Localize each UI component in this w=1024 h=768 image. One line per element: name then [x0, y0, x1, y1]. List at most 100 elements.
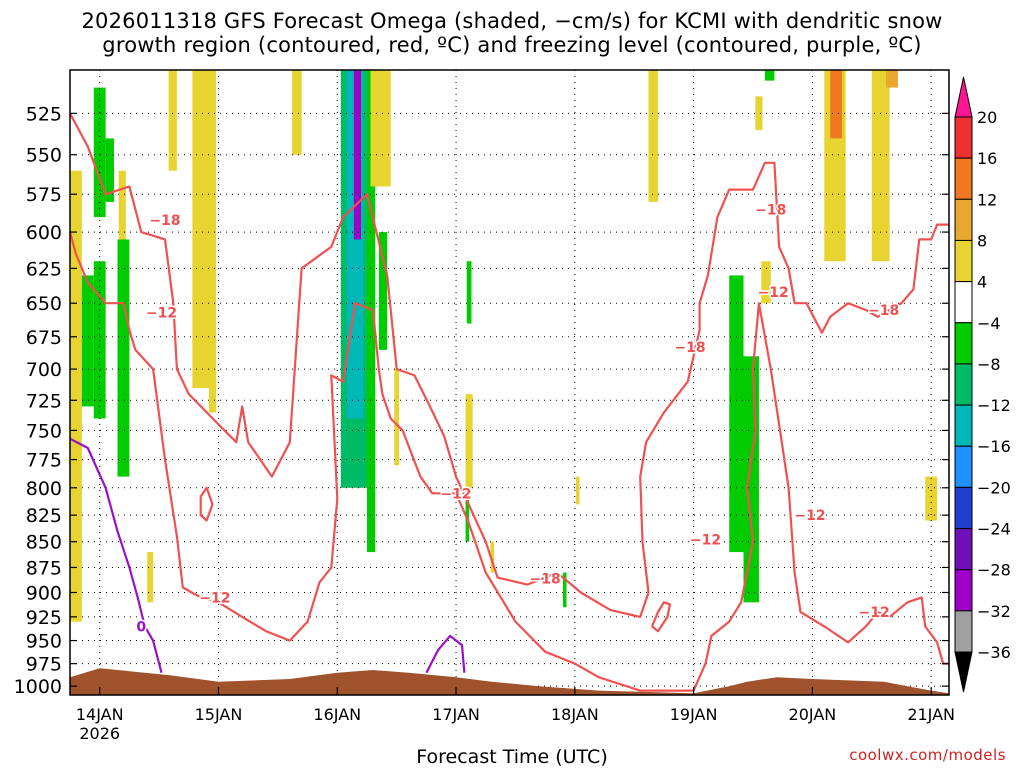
y-tick-label-650: 650 [26, 293, 62, 315]
y-tick-label-925: 925 [26, 607, 62, 629]
colorbar: 20 16 12 8 4 −4 −8 −12 −16 −20 −24 −28 −32 −36 [954, 76, 1011, 693]
colorbar-label-9: −20 [977, 478, 1011, 497]
contour-label-8: −12 [758, 285, 789, 301]
x-tick-label-19JAN: 19JAN [670, 705, 718, 724]
colorbar-swatch-3 [954, 239, 973, 283]
omega-cell-14 [353, 70, 362, 240]
colorbar-label-1: 16 [977, 149, 997, 168]
omega-cell-17 [378, 232, 388, 350]
omega-cell-10 [208, 369, 217, 413]
omega-cell-15 [366, 70, 376, 553]
credit-text: coolwx.com/models [849, 746, 1006, 764]
omega-cell-7 [147, 552, 154, 603]
colorbar-swatch-9 [954, 486, 973, 530]
omega-cell-2 [93, 87, 106, 218]
y-tick-label-950: 950 [26, 631, 62, 653]
x-tick-label-16JAN: 16JAN [313, 705, 361, 724]
omega-cell-29 [761, 261, 771, 304]
omega-cell-32 [871, 70, 890, 262]
y-tick-label-975: 975 [26, 654, 62, 676]
omega-shading [70, 70, 938, 622]
omega-cell-3 [93, 261, 106, 419]
colorbar-swatch-10 [954, 528, 973, 571]
colorbar-swatch-12 [954, 610, 973, 653]
contour-0-b [425, 634, 466, 674]
colorbar-label-5: −4 [977, 314, 1001, 333]
omega-cell-21 [465, 394, 473, 488]
x-tick-label-20JAN: 20JAN [789, 705, 837, 724]
omega-cell-20 [466, 261, 472, 324]
contour-0 [69, 437, 163, 673]
omega-cell-23 [576, 476, 580, 505]
omega-cell-1 [81, 275, 94, 407]
colorbar-swatch-7 [954, 404, 973, 447]
omega-cell-9 [192, 70, 217, 388]
colorbar-label-8: −16 [977, 437, 1011, 456]
x-axis-label: Forecast Time (UTC) [416, 746, 608, 768]
y-tick-label-750: 750 [26, 420, 62, 442]
colorbar-label-12: −32 [977, 602, 1011, 621]
colorbar-swatch-6 [954, 363, 973, 406]
x-tick-label-14JAN: 14JAN [76, 705, 124, 724]
colorbar-label-6: −8 [977, 355, 1001, 374]
omega-cell-25 [648, 70, 658, 202]
y-tick-label-800: 800 [26, 478, 62, 500]
omega-cell-4 [105, 138, 114, 202]
colorbar-label-10: −24 [977, 520, 1011, 539]
contour-label-3: 0 [136, 619, 146, 635]
y-tick-label-525: 525 [26, 103, 62, 125]
contour-label-5: −18 [674, 340, 705, 356]
contour--12 [68, 231, 949, 692]
plot-frame [69, 69, 950, 696]
omega-cell-26 [729, 275, 744, 553]
x-tick-label-15JAN: 15JAN [195, 705, 243, 724]
y-axis: 525 550 575 600 625 650 675 700 725 750 775 800 825 8… [14, 103, 949, 698]
contour--18 [69, 112, 949, 618]
y-tick-label-775: 775 [26, 450, 62, 472]
omega-cell-31 [830, 70, 843, 139]
contour-label-1: −12 [199, 590, 230, 606]
y-tick-label-725: 725 [26, 390, 62, 412]
omega-cell-18 [394, 369, 400, 466]
contour-label-4: −18 [755, 203, 786, 219]
colorbar-label-2: 12 [977, 190, 997, 209]
plot-area [70, 70, 949, 695]
y-tick-label-625: 625 [26, 258, 62, 280]
colorbar-label-11: −28 [977, 561, 1011, 580]
colorbar-swatch-1 [954, 157, 973, 200]
colorbar-label-3: 8 [977, 231, 987, 250]
y-tick-label-825: 825 [26, 505, 62, 527]
contour-label-2: −12 [146, 306, 177, 322]
omega-cell-33 [886, 70, 898, 88]
omega-cell-8 [168, 70, 177, 171]
chart-title-line2: growth region (contoured, red, ºC) and f… [102, 33, 922, 57]
contour-label-10: −12 [690, 533, 721, 549]
omega-cell-6 [117, 239, 130, 477]
colorbar-swatch-11 [954, 569, 973, 612]
x-axis: 14JAN 15JAN 16JAN 17JAN 18JAN 19JAN 20JAN 21JAN… [76, 687, 955, 743]
contour-label-0: −18 [149, 213, 180, 229]
contour-label-7: −18 [530, 572, 561, 588]
colorbar-bottom-arrow [954, 651, 973, 693]
contour-label-11: −12 [794, 508, 825, 524]
contours [68, 112, 949, 692]
y-tick-label-850: 850 [26, 532, 62, 554]
chart-title-line1: 2026011318 GFS Forecast Omega (shaded, −… [81, 9, 943, 33]
y-tick-label-1000: 1000 [14, 676, 62, 698]
omega-cell-28 [755, 96, 763, 131]
omega-cell-34 [925, 476, 938, 521]
y-tick-label-575: 575 [26, 184, 62, 206]
y-tick-label-675: 675 [26, 327, 62, 349]
y-tick-label-550: 550 [26, 145, 62, 167]
contour--12-b [199, 486, 214, 522]
omega-cell-11 [292, 70, 302, 155]
colorbar-swatch-0 [954, 116, 973, 159]
colorbar-swatch-8 [954, 445, 973, 488]
contour-label-6: −18 [868, 303, 899, 319]
terrain-fill [70, 668, 949, 695]
colorbar-swatch-4 [954, 281, 973, 324]
omega-cell-27 [743, 356, 759, 603]
colorbar-label-0: 20 [977, 108, 997, 127]
colorbar-label-7: −12 [977, 396, 1011, 415]
